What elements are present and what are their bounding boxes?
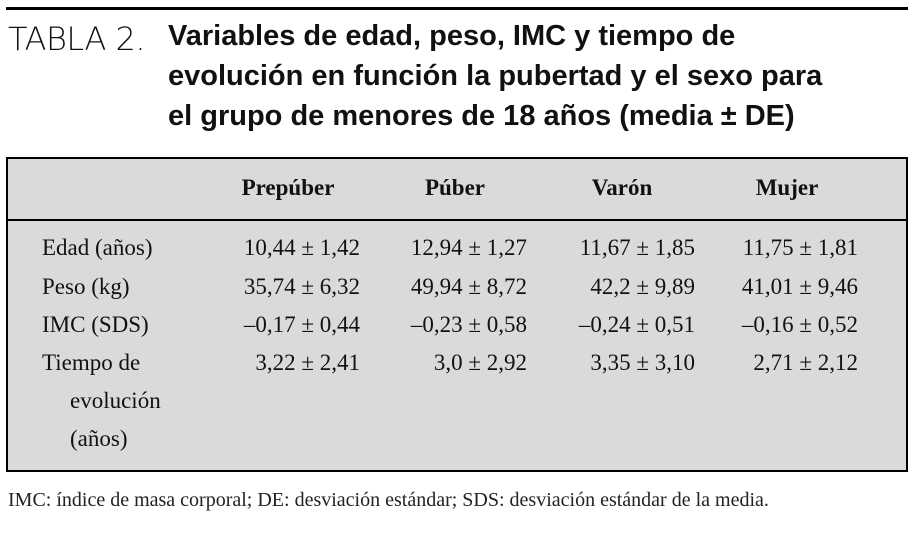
cell: 10,44 ± 1,42 <box>243 235 360 260</box>
row-label: (años) <box>70 426 128 451</box>
row-label: Peso (kg) <box>42 274 130 299</box>
cell: 3,0 ± 2,92 <box>433 350 527 375</box>
row-label: evolución <box>70 388 161 413</box>
header-rule <box>6 219 908 221</box>
column-header: Prepúber <box>241 175 335 200</box>
cell: 11,67 ± 1,85 <box>579 235 695 260</box>
cell: 2,71 ± 2,12 <box>753 350 858 375</box>
table-title: Variables de edad, peso, IMC y tiempo de <box>168 20 736 52</box>
row-label: Edad (años) <box>42 235 153 260</box>
column-header: Varón <box>591 175 653 200</box>
cell: –0,23 ± 0,58 <box>410 312 527 337</box>
cell: –0,16 ± 0,52 <box>741 312 858 337</box>
footnote: IMC: índice de masa corporal; DE: desvia… <box>8 489 769 511</box>
cell: 35,74 ± 6,32 <box>243 274 360 299</box>
column-header: Púber <box>424 175 486 200</box>
table-label: TABLA 2. <box>8 20 146 58</box>
cell: 12,94 ± 1,27 <box>410 235 527 260</box>
cell: 49,94 ± 8,72 <box>410 274 527 299</box>
cell: –0,24 ± 0,51 <box>578 312 695 337</box>
cell: 41,01 ± 9,46 <box>741 274 858 299</box>
cell: 3,35 ± 3,10 <box>590 350 695 375</box>
cell: 11,75 ± 1,81 <box>742 235 858 260</box>
column-header: Mujer <box>755 175 819 200</box>
table-title: el grupo de menores de 18 años (media ± … <box>168 100 795 132</box>
table-box <box>6 157 908 472</box>
cell: –0,17 ± 0,44 <box>243 312 360 337</box>
row-label: Tiempo de <box>42 350 141 375</box>
table-title: evolución en función la pubertad y el se… <box>168 60 823 92</box>
cell: 42,2 ± 9,89 <box>590 274 695 299</box>
row-label: IMC (SDS) <box>42 312 149 337</box>
cell: 3,22 ± 2,41 <box>255 350 360 375</box>
top-rule <box>6 7 908 10</box>
